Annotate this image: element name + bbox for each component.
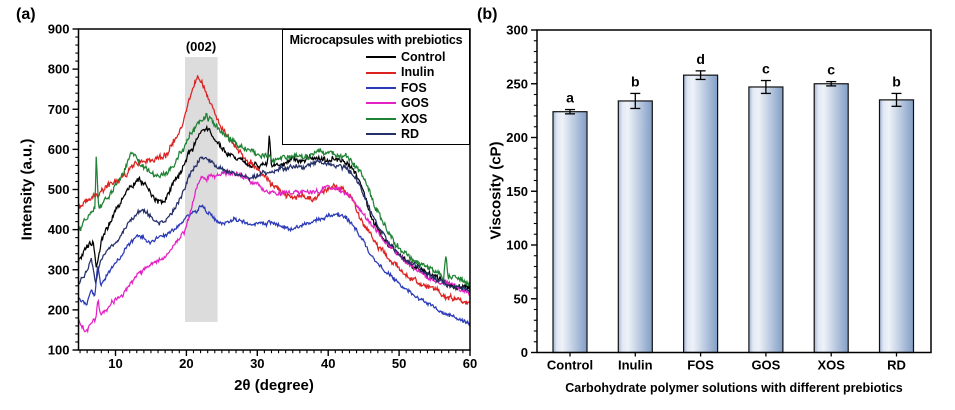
legend-item-fos: FOS	[366, 80, 469, 95]
y-tick-label: 800	[48, 62, 70, 77]
series-line-xos	[78, 112, 470, 288]
x-tick-label: 20	[179, 356, 193, 371]
series-line-fos	[78, 204, 470, 327]
panel-b-frame	[536, 29, 932, 354]
y-tick-label: 150	[506, 184, 528, 199]
sig-letter: b	[892, 73, 901, 89]
legend-line-swatch	[366, 56, 396, 59]
legend-label: RD	[401, 126, 420, 141]
legend-line-swatch	[366, 102, 396, 105]
legend-item-rd: RD	[366, 126, 469, 141]
bar-inulin	[617, 100, 653, 354]
legend-item-xos: XOS	[366, 111, 469, 126]
category-label: Inulin	[618, 358, 653, 373]
sig-letter: b	[631, 73, 640, 89]
series-line-rd	[78, 156, 470, 294]
legend-items: Control Inulin FOS GOS XOS RD	[283, 50, 469, 142]
legend-item-inulin: Inulin	[366, 65, 469, 80]
y-tick-label: 200	[48, 302, 70, 317]
y-tick-label: 300	[506, 23, 528, 38]
y-tick-label: 0	[521, 345, 528, 360]
x-tick-label: 10	[108, 356, 122, 371]
legend-line-swatch	[366, 133, 396, 136]
y-tick-label: 500	[48, 182, 70, 197]
peak-002-annotation: (002)	[185, 39, 217, 54]
x-tick-label: 50	[392, 356, 406, 371]
x-tick-label: 40	[321, 356, 335, 371]
legend-item-gos: GOS	[366, 96, 469, 111]
series-line-inulin	[78, 75, 470, 306]
x-tick-label: 30	[250, 356, 264, 371]
y-tick-label: 250	[506, 76, 528, 91]
y-tick-label: 900	[48, 22, 70, 37]
x-tick-label: 60	[463, 356, 477, 371]
sig-letter: a	[566, 90, 574, 106]
legend-label: XOS	[401, 111, 428, 126]
panel-b-x-axis-title: Carbohydrate polymer solutions with diff…	[565, 381, 903, 395]
highlight-band-002	[184, 57, 218, 322]
category-label: GOS	[751, 358, 780, 373]
panel-a-label: (a)	[16, 6, 36, 23]
category-label: XOS	[817, 358, 845, 373]
sig-letter: c	[827, 62, 835, 78]
y-tick-label: 50	[514, 291, 528, 306]
y-tick-label: 700	[48, 102, 70, 117]
legend-label: Inulin	[401, 65, 435, 80]
panel-b-y-axis-title: Viscosity (cP)	[487, 141, 505, 240]
sig-letter: d	[696, 51, 705, 67]
legend-label: FOS	[401, 80, 427, 95]
y-tick-label: 400	[48, 222, 70, 237]
category-label: Control	[547, 358, 593, 373]
category-label: FOS	[687, 358, 714, 373]
category-label: RD	[887, 358, 906, 373]
panel-a-y-axis-title: Intensity (a.u.)	[18, 138, 36, 241]
legend-box: Microcapsules with prebiotics Control Inu…	[282, 28, 470, 145]
legend-line-swatch	[366, 117, 396, 120]
y-tick-label: 100	[506, 238, 528, 253]
y-tick-label: 100	[48, 343, 70, 358]
y-tick-label: 200	[506, 130, 528, 145]
legend-title: Microcapsules with prebiotics	[289, 32, 463, 47]
series-line-gos	[78, 168, 470, 334]
panel-b-label: (b)	[477, 6, 498, 23]
sig-letter: c	[762, 61, 770, 77]
bar-rd	[878, 99, 915, 354]
legend-item-control: Control	[366, 50, 469, 65]
panel-a-x-axis-title: 2θ (degree)	[234, 377, 314, 394]
bar-xos	[813, 83, 849, 354]
legend-label: GOS	[401, 96, 429, 111]
y-tick-label: 600	[48, 142, 70, 157]
y-tick-label: 300	[48, 262, 70, 277]
legend-line-swatch	[366, 86, 396, 89]
bar-gos	[748, 86, 784, 354]
bar-fos	[682, 74, 719, 354]
legend-label: Control	[401, 49, 446, 64]
bar-control	[552, 111, 588, 354]
legend-line-swatch	[366, 71, 396, 74]
